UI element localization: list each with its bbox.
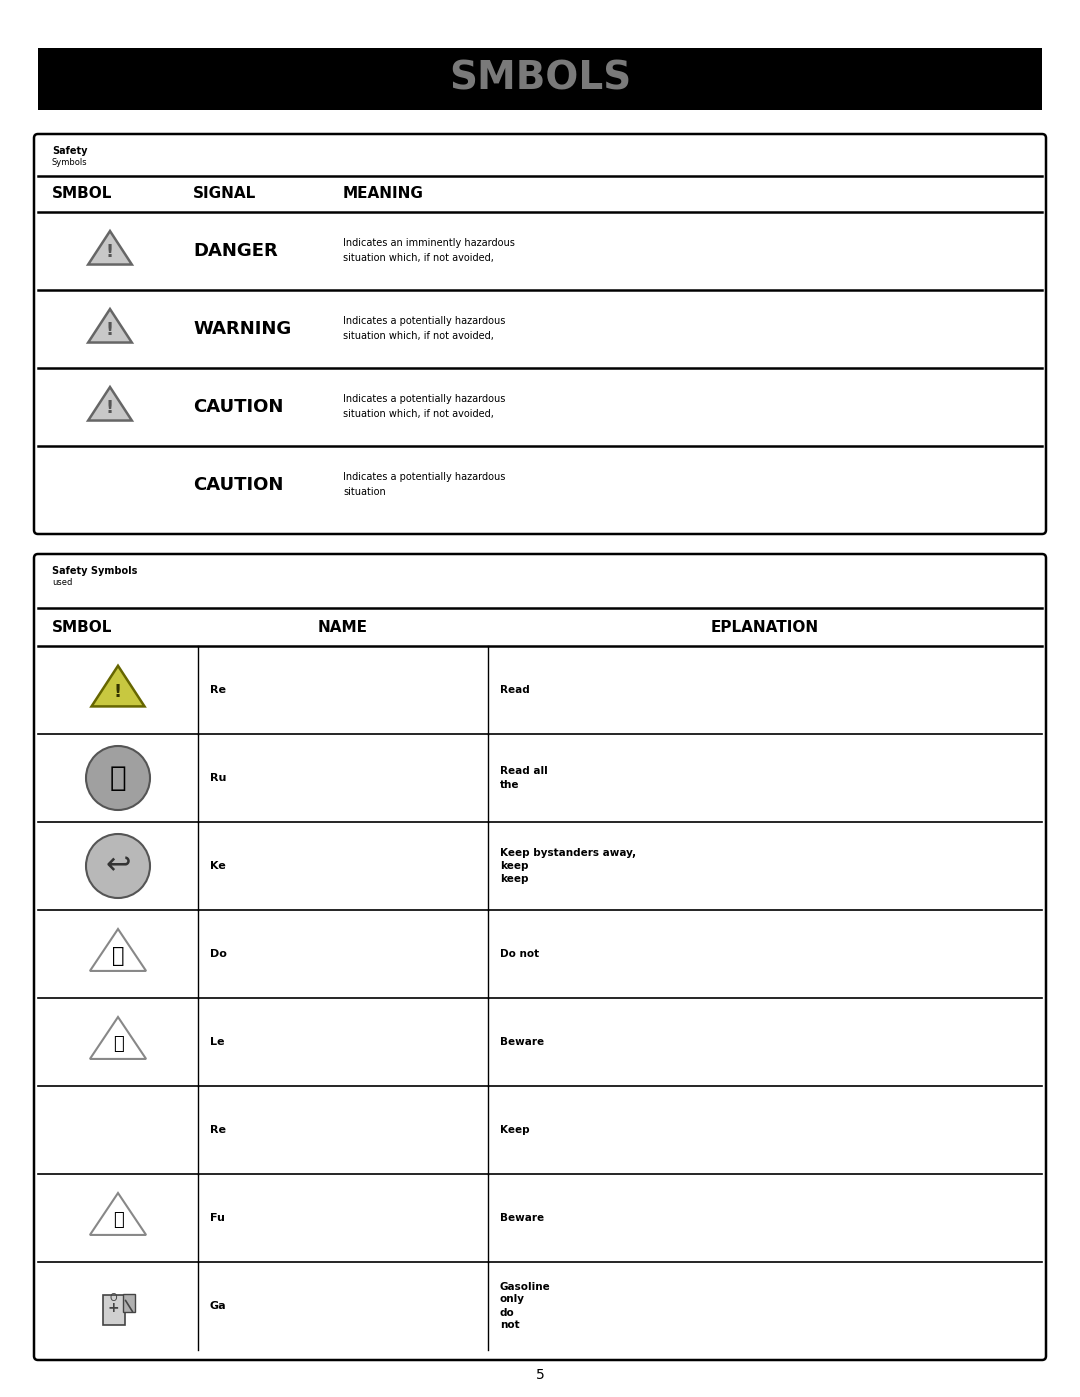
Text: WARNING: WARNING [193,320,292,338]
Text: Beware: Beware [500,1213,544,1222]
Text: Indicates a potentially hazardous: Indicates a potentially hazardous [343,472,505,482]
FancyBboxPatch shape [33,555,1047,1361]
Text: Ga: Ga [210,1301,227,1310]
Text: situation: situation [343,488,386,497]
Text: 5: 5 [536,1368,544,1382]
Text: Gasoline: Gasoline [500,1281,551,1291]
Text: !: ! [106,321,114,339]
Text: not: not [500,1320,519,1330]
FancyBboxPatch shape [103,1295,125,1324]
Text: Safety: Safety [52,147,87,156]
Text: ✋: ✋ [111,946,124,965]
Text: Indicates a potentially hazardous: Indicates a potentially hazardous [343,394,505,404]
Circle shape [86,746,150,810]
Text: Fu: Fu [210,1213,225,1222]
Text: Re: Re [210,685,226,694]
Text: keep: keep [500,861,528,870]
Text: ⛽: ⛽ [112,1211,123,1228]
Polygon shape [90,1193,146,1235]
Text: Keep: Keep [500,1125,529,1134]
Text: do: do [500,1308,515,1317]
FancyBboxPatch shape [38,47,1042,110]
Polygon shape [89,387,132,420]
Text: situation which, if not avoided,: situation which, if not avoided, [343,331,494,341]
Text: only: only [500,1295,525,1305]
Text: NAME: NAME [318,619,368,634]
Text: keep: keep [500,875,528,884]
Text: O: O [109,1294,117,1303]
Text: +: + [107,1301,119,1315]
Text: Symbols: Symbols [52,158,87,168]
Text: !: ! [106,400,114,418]
Text: Do not: Do not [500,949,539,958]
Text: SMBOL: SMBOL [52,187,112,201]
Text: DANGER: DANGER [193,242,278,260]
Text: ↩: ↩ [105,852,131,880]
FancyBboxPatch shape [33,134,1047,534]
Text: situation which, if not avoided,: situation which, if not avoided, [343,253,494,263]
Text: 🔑: 🔑 [112,1035,123,1052]
Text: SIGNAL: SIGNAL [193,187,256,201]
Text: Le: Le [210,1037,225,1046]
Text: Keep bystanders away,: Keep bystanders away, [500,848,636,858]
Text: Safety Symbols: Safety Symbols [52,566,137,576]
Text: EPLANATION: EPLANATION [711,619,819,634]
Text: SMBOL: SMBOL [52,619,112,634]
FancyBboxPatch shape [123,1294,135,1312]
Text: Indicates an imminently hazardous: Indicates an imminently hazardous [343,237,515,249]
Text: MEANING: MEANING [343,187,423,201]
Polygon shape [90,929,146,971]
Polygon shape [89,231,132,264]
Text: CAUTION: CAUTION [193,476,283,495]
Text: Ke: Ke [210,861,226,870]
Text: Beware: Beware [500,1037,544,1046]
Text: !: ! [106,243,114,261]
Text: Indicates a potentially hazardous: Indicates a potentially hazardous [343,316,505,326]
Text: Re: Re [210,1125,226,1134]
Text: CAUTION: CAUTION [193,398,283,416]
Text: !: ! [113,683,122,700]
Polygon shape [89,309,132,342]
Text: 👤: 👤 [110,764,126,792]
Text: situation which, if not avoided,: situation which, if not avoided, [343,409,494,419]
Text: Read all: Read all [500,767,548,777]
Text: the: the [500,780,519,789]
Text: Read: Read [500,685,530,694]
Text: Do: Do [210,949,227,958]
Text: used: used [52,578,72,587]
Polygon shape [92,666,145,707]
Polygon shape [90,1017,146,1059]
Text: Ru: Ru [210,773,227,782]
Circle shape [86,834,150,898]
Text: SMBOLS: SMBOLS [449,60,631,98]
